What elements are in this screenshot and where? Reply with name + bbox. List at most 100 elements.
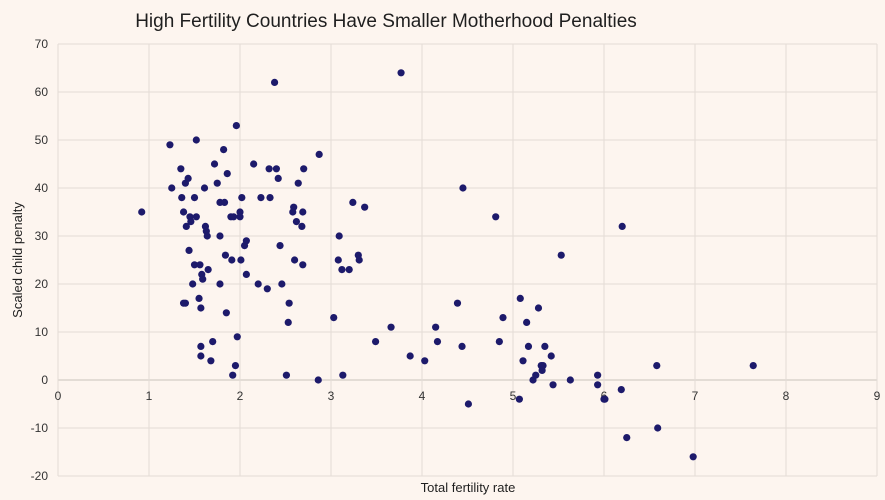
data-point [220,198,229,206]
y-tick-label: 70 [35,37,49,51]
data-point [179,208,188,216]
data-point [197,304,205,312]
data-point [177,165,185,173]
data-point [541,342,549,350]
data-point [138,208,146,216]
data-point [421,357,429,365]
data-point [519,357,527,365]
data-point [228,256,236,264]
data-point [272,165,280,173]
data-point [231,362,240,370]
data-point [232,122,240,130]
x-axis-label: Total fertility rate [421,480,516,495]
x-tick-label: 9 [874,389,881,403]
data-point [315,150,323,158]
data-point [549,381,557,389]
data-point [210,160,219,168]
data-point [204,266,212,274]
data-point [192,213,200,221]
data-point [349,198,357,206]
data-point [594,381,602,389]
data-point [330,314,338,322]
data-point [233,333,241,341]
data-point [213,179,221,187]
data-point [387,323,395,331]
data-point [601,395,609,403]
chart-title: High Fertility Countries Have Smaller Mo… [135,11,637,32]
data-point [250,160,258,168]
data-point [189,280,197,288]
data-point [190,194,199,202]
data-point [230,213,238,221]
data-point [242,237,250,245]
data-point [270,78,279,86]
y-tick-label: -20 [31,469,49,483]
data-point [168,184,176,192]
data-point [539,362,547,370]
tick-labels: -20-100102030405060700123456789 [31,37,881,483]
data-point [689,453,697,461]
data-point [458,342,466,350]
data-point [265,165,273,173]
data-point [653,362,661,370]
data-point [223,170,231,178]
data-point [274,174,282,182]
data-points [138,69,757,461]
data-point [294,179,302,187]
y-tick-label: 60 [35,85,49,99]
data-point [203,232,211,240]
grid [57,43,878,477]
data-point [623,434,631,442]
data-point [499,314,507,322]
data-point [534,304,543,312]
data-point [229,371,237,379]
data-point [314,376,322,384]
data-point [222,309,230,317]
data-point [178,194,186,202]
data-point [221,251,230,259]
data-point [334,256,342,264]
data-point [181,299,189,307]
x-tick-label: 4 [419,389,426,403]
data-point [199,275,207,283]
data-point [464,400,473,408]
data-point [195,294,203,302]
data-point [184,174,192,182]
data-point [276,242,284,250]
y-tick-label: 30 [35,229,49,243]
data-point [216,232,224,240]
data-point [495,338,503,346]
x-tick-label: 2 [237,389,244,403]
data-point [371,338,380,346]
data-point [433,338,442,346]
data-point [278,280,286,288]
data-point [207,357,215,365]
data-point [166,141,174,149]
data-point [299,261,307,269]
data-point [617,386,625,394]
data-point [566,376,574,384]
data-point [242,270,250,278]
data-point [654,424,662,432]
data-point [257,194,265,202]
data-point [300,165,308,173]
data-point [492,213,500,221]
y-tick-label: 40 [35,181,49,195]
data-point [200,184,209,192]
data-point [238,194,246,202]
data-point [209,338,217,346]
data-point [749,362,757,370]
data-point [523,318,531,326]
x-tick-label: 7 [692,389,699,403]
data-point [459,184,467,192]
data-point [216,280,224,288]
y-tick-label: 0 [41,373,48,387]
data-point [515,395,523,403]
data-point [298,222,306,230]
data-point [397,69,405,77]
data-point [290,203,298,211]
y-tick-label: 50 [35,133,49,147]
x-tick-label: 0 [55,389,62,403]
data-point [338,266,346,274]
data-point [185,246,193,254]
